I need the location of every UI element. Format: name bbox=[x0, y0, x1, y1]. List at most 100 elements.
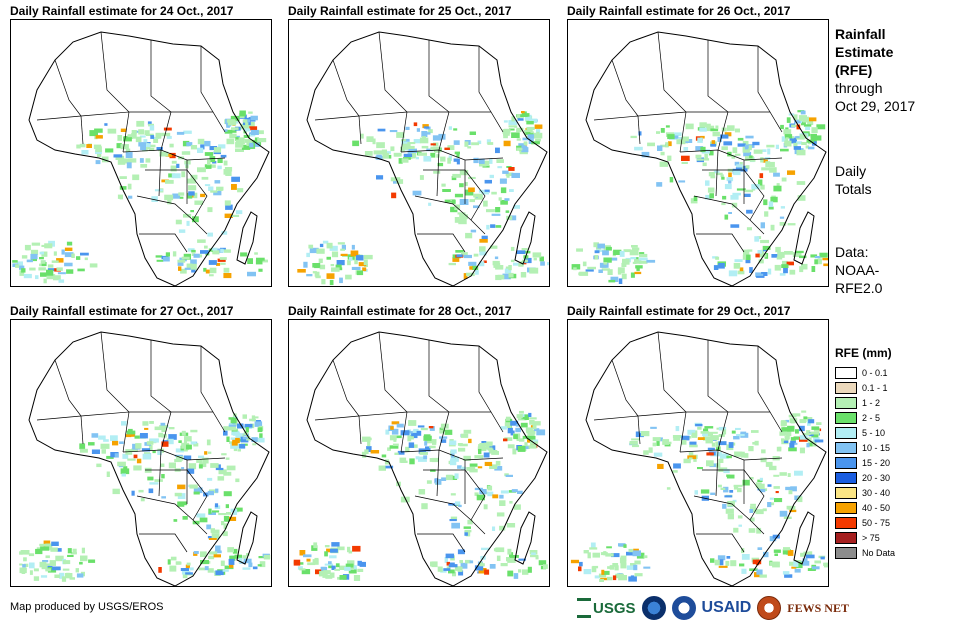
rain-cell bbox=[110, 452, 119, 458]
rain-cell bbox=[647, 142, 655, 147]
rain-cell bbox=[634, 560, 641, 565]
rain-cell bbox=[190, 441, 197, 445]
rain-cell bbox=[495, 225, 502, 228]
rain-cell bbox=[793, 436, 801, 440]
rain-cell bbox=[715, 125, 719, 130]
rain-cell bbox=[507, 548, 512, 555]
rain-cell bbox=[773, 474, 780, 477]
rain-cell bbox=[508, 128, 515, 131]
rain-cell bbox=[223, 491, 232, 497]
country-border bbox=[414, 495, 486, 535]
rain-cell bbox=[136, 458, 142, 464]
rain-cell bbox=[648, 447, 653, 453]
rain-cell bbox=[464, 529, 472, 533]
rain-cell bbox=[397, 450, 405, 455]
rain-cell bbox=[508, 167, 515, 171]
rain-cell bbox=[235, 478, 240, 483]
rain-cell bbox=[522, 569, 529, 575]
rain-cell bbox=[801, 142, 807, 145]
rain-cell bbox=[458, 570, 464, 576]
rain-cell bbox=[757, 250, 763, 254]
country-border bbox=[145, 469, 208, 521]
rain-cell bbox=[570, 559, 579, 564]
rain-cell bbox=[479, 158, 485, 164]
country-border bbox=[54, 59, 82, 117]
rain-cell bbox=[79, 443, 86, 450]
panel-title: Daily Rainfall estimate for 29 Oct., 201… bbox=[567, 304, 791, 318]
rain-cell bbox=[146, 143, 151, 148]
data-source-2: RFE2.0 bbox=[835, 280, 883, 296]
rain-cell bbox=[444, 557, 448, 563]
rain-cell bbox=[489, 564, 496, 569]
rainfall-field bbox=[570, 410, 828, 582]
rain-cell bbox=[817, 258, 822, 265]
rain-cell bbox=[62, 568, 70, 571]
rain-cell bbox=[460, 562, 468, 569]
rain-cell bbox=[483, 504, 488, 510]
rain-cell bbox=[582, 261, 587, 267]
rain-cell bbox=[151, 196, 158, 202]
rainfall-field bbox=[293, 410, 548, 581]
rain-cell bbox=[635, 265, 643, 269]
rain-cell bbox=[366, 136, 374, 142]
rain-cell bbox=[172, 251, 177, 257]
rain-cell bbox=[697, 467, 703, 470]
rain-cell bbox=[160, 422, 166, 426]
rain-cell bbox=[511, 132, 520, 138]
rain-cell bbox=[464, 531, 468, 536]
rain-cell bbox=[217, 476, 225, 481]
rain-cell bbox=[319, 243, 324, 248]
rain-cell bbox=[231, 441, 238, 446]
rain-cell bbox=[491, 191, 497, 195]
rain-cell bbox=[26, 259, 33, 263]
africa-map-svg bbox=[571, 31, 828, 286]
continent-outline bbox=[585, 31, 827, 286]
rain-cell bbox=[469, 463, 478, 467]
madagascar-outline bbox=[514, 511, 536, 565]
rain-cell bbox=[390, 426, 394, 430]
rain-cell bbox=[313, 542, 318, 549]
rain-cell bbox=[500, 200, 508, 205]
rain-cell bbox=[425, 446, 431, 452]
rain-cell bbox=[816, 124, 826, 130]
rain-cell bbox=[536, 131, 540, 136]
rain-cell bbox=[240, 436, 249, 443]
rain-cell bbox=[735, 427, 741, 430]
rain-cell bbox=[791, 124, 797, 128]
rain-cell bbox=[767, 502, 772, 508]
rain-cell bbox=[168, 434, 177, 440]
rain-cell bbox=[699, 127, 707, 132]
rain-cell bbox=[39, 543, 46, 547]
rain-cell bbox=[303, 261, 308, 268]
rain-cell bbox=[500, 426, 507, 430]
rain-cell bbox=[606, 546, 612, 549]
rain-cell bbox=[672, 470, 678, 473]
rain-cell bbox=[773, 172, 780, 177]
rain-cell bbox=[102, 156, 109, 163]
rain-cell bbox=[263, 554, 271, 560]
rain-cell bbox=[521, 250, 531, 254]
rain-cell bbox=[609, 565, 615, 570]
rain-cell bbox=[474, 492, 479, 496]
rain-cell bbox=[787, 550, 794, 556]
rain-cell bbox=[237, 423, 244, 429]
rain-cell bbox=[331, 565, 336, 570]
rain-cell bbox=[344, 566, 351, 571]
rain-cell bbox=[673, 463, 681, 469]
rain-cell bbox=[749, 568, 758, 571]
rain-cell bbox=[781, 427, 790, 432]
rain-cell bbox=[377, 128, 386, 132]
rain-cell bbox=[759, 574, 767, 578]
rain-cell bbox=[509, 189, 514, 192]
rain-cell bbox=[378, 465, 386, 471]
rain-cell bbox=[715, 452, 722, 457]
rain-cell bbox=[206, 439, 211, 446]
rain-cell bbox=[599, 578, 604, 582]
rain-cell bbox=[423, 435, 432, 441]
rain-cell bbox=[33, 568, 39, 572]
rain-cell bbox=[148, 147, 155, 151]
rain-cell bbox=[242, 555, 247, 559]
rain-cell bbox=[666, 487, 671, 490]
rain-cell bbox=[193, 192, 198, 199]
rain-cell bbox=[626, 565, 635, 570]
